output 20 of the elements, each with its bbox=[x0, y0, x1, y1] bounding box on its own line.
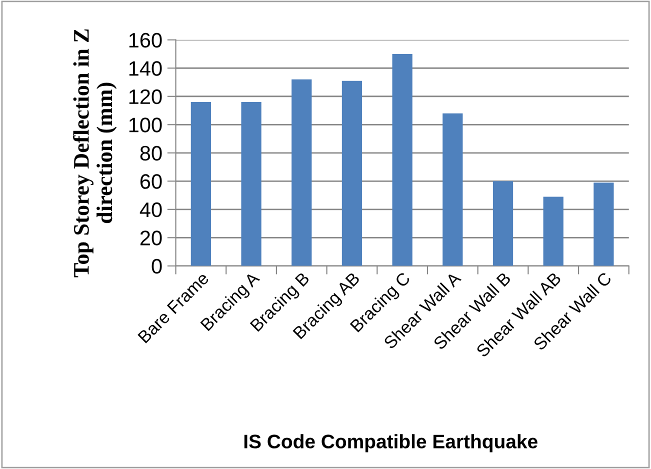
x-axis-title: IS Code Compatible Earthquake bbox=[244, 434, 538, 452]
bar bbox=[594, 182, 614, 266]
y-tick-label: 40 bbox=[140, 202, 162, 218]
y-tick-label: 120 bbox=[129, 89, 162, 104]
y-tick-label: 60 bbox=[140, 174, 162, 189]
y-tick-label: 20 bbox=[140, 230, 162, 246]
y-tick-label: 100 bbox=[129, 118, 162, 132]
bar bbox=[241, 102, 262, 266]
bar bbox=[442, 113, 463, 266]
y-tick-label: 80 bbox=[140, 146, 162, 161]
y-axis-title: Top Storey Deflection in Z direction (mm) bbox=[73, 29, 117, 278]
bar bbox=[190, 102, 212, 266]
bar bbox=[392, 54, 412, 266]
bar bbox=[342, 80, 362, 266]
bar bbox=[292, 79, 312, 266]
y-tick-label: 0 bbox=[152, 258, 162, 274]
y-tick-label: 140 bbox=[129, 61, 162, 76]
y-tick-label: 160 bbox=[129, 32, 162, 48]
bar bbox=[492, 181, 514, 266]
bar bbox=[543, 196, 564, 266]
